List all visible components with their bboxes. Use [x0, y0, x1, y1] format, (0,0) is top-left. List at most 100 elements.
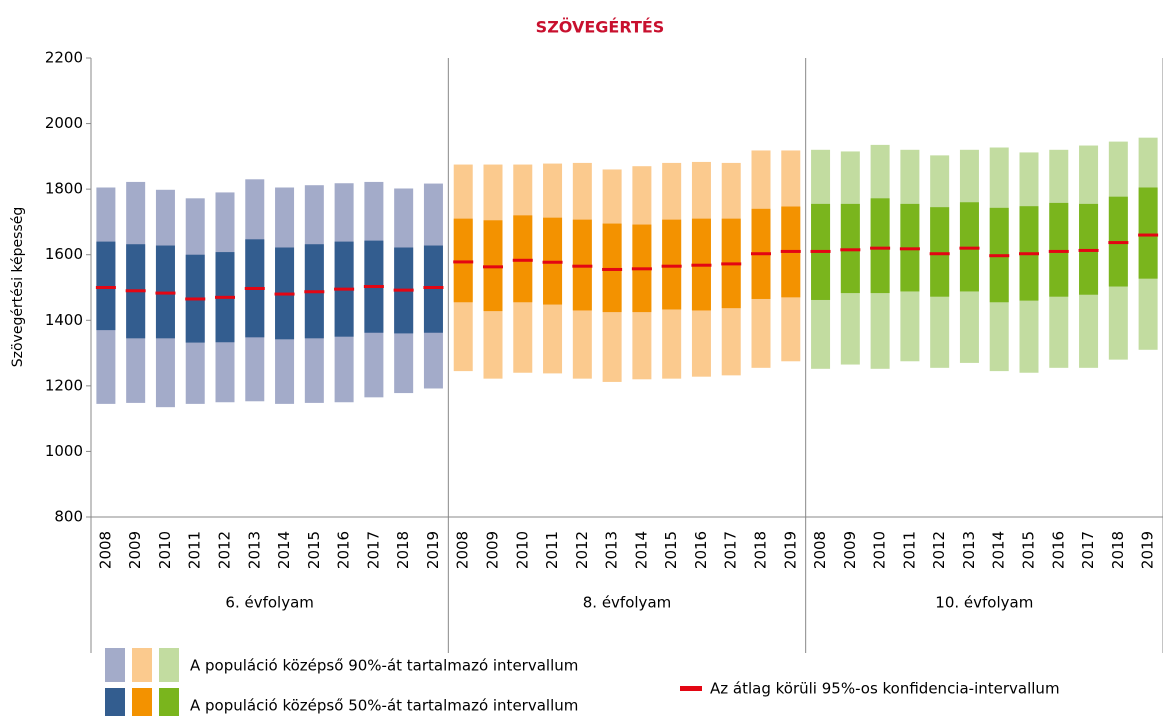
mean	[274, 292, 295, 296]
y-axis-label: Szövegértési képesség	[10, 207, 26, 368]
mean	[1078, 248, 1099, 252]
x-tick-label: 2019	[781, 531, 799, 569]
x-tick-label: 2009	[126, 531, 144, 569]
x-tick-label: 2008	[96, 531, 114, 569]
range-50	[423, 245, 443, 333]
x-tick-label: 2018	[1109, 531, 1127, 569]
mean	[751, 252, 771, 256]
x-tick-label: 2018	[752, 531, 770, 569]
x-tick-label: 2011	[900, 531, 918, 569]
legend-swatch	[159, 688, 179, 716]
x-tick-label: 2016	[692, 531, 710, 569]
y-tick-label: 1800	[45, 180, 83, 198]
mean	[363, 285, 384, 289]
legend-swatch	[105, 688, 125, 716]
x-tick-label: 2010	[156, 531, 174, 569]
mean	[304, 290, 325, 294]
x-tick-label: 2014	[275, 531, 293, 569]
x-tick-label: 2014	[990, 531, 1008, 569]
mean	[1138, 233, 1159, 237]
x-tick-label: 2012	[573, 531, 591, 569]
x-tick-label: 2016	[1049, 531, 1067, 569]
x-tick-label: 2015	[662, 531, 680, 569]
mean	[125, 289, 146, 293]
y-tick-label: 1200	[45, 376, 83, 394]
range-50	[930, 207, 950, 297]
range-50	[870, 198, 890, 294]
mean	[870, 246, 891, 250]
mean	[483, 265, 503, 269]
x-tick-label: 2009	[841, 531, 859, 569]
range-50	[1049, 202, 1069, 297]
legend-label: A populáció középső 50%-át tartalmazó in…	[190, 697, 578, 715]
range-50	[662, 219, 682, 310]
mean	[453, 260, 474, 264]
y-tick-label: 800	[54, 508, 83, 526]
mean	[929, 252, 950, 256]
mean	[840, 248, 861, 252]
x-tick-label: 2016	[335, 531, 353, 569]
legend-swatch	[105, 648, 125, 682]
x-tick-label: 2019	[1139, 531, 1157, 569]
legend-swatch	[680, 686, 702, 691]
x-tick-label: 2008	[811, 531, 829, 569]
y-tick-label: 1000	[45, 442, 83, 460]
mean	[1019, 252, 1039, 256]
x-tick-label: 2013	[603, 531, 621, 569]
x-tick-label: 2013	[960, 531, 978, 569]
mean	[989, 254, 1010, 258]
mean	[810, 249, 831, 253]
x-tick-label: 2011	[543, 531, 561, 569]
x-tick-label: 2012	[930, 531, 948, 569]
mean	[512, 258, 533, 262]
mean	[721, 262, 742, 266]
range-50	[602, 223, 622, 313]
mean	[602, 267, 623, 271]
mean	[334, 287, 355, 291]
x-tick-label: 2009	[484, 531, 502, 569]
mean	[899, 247, 920, 251]
legend-label: A populáció középső 90%-át tartalmazó in…	[190, 657, 578, 675]
x-tick-label: 2010	[871, 531, 889, 569]
y-tick-label: 1600	[45, 245, 83, 263]
mean	[542, 260, 563, 264]
x-tick-label: 2011	[186, 531, 204, 569]
y-tick-label: 2000	[45, 114, 83, 132]
legend-swatch	[132, 648, 152, 682]
x-tick-label: 2015	[305, 531, 323, 569]
legend-label: Az átlag körüli 95%-os konfidencia-inter…	[710, 680, 1060, 698]
x-tick-label: 2017	[1079, 531, 1097, 569]
x-tick-label: 2017	[364, 531, 382, 569]
x-tick-label: 2018	[394, 531, 412, 569]
mean	[1048, 249, 1069, 253]
mean	[959, 246, 980, 250]
x-tick-label: 2012	[216, 531, 234, 569]
x-tick-label: 2013	[245, 531, 263, 569]
mean	[1108, 241, 1129, 245]
mean	[423, 286, 444, 289]
y-tick-label: 2200	[45, 49, 83, 67]
group-label: 6. évfolyam	[225, 594, 314, 612]
mean	[215, 295, 235, 299]
mean	[95, 286, 116, 289]
range-50	[1138, 187, 1158, 279]
legend-swatch	[132, 688, 152, 716]
mean	[780, 249, 801, 253]
x-tick-label: 2015	[1020, 531, 1038, 569]
mean	[691, 263, 712, 267]
mean	[572, 264, 593, 268]
x-tick-label: 2008	[454, 531, 472, 569]
legend-swatch	[159, 648, 179, 682]
mean	[393, 288, 414, 292]
mean	[244, 286, 265, 290]
group-label: 10. évfolyam	[935, 594, 1033, 612]
x-tick-label: 2017	[722, 531, 740, 569]
mean	[631, 267, 652, 271]
chart-title: SZÖVEGÉRTÉS	[536, 18, 665, 37]
group-label: 8. évfolyam	[583, 594, 672, 612]
range-50	[96, 241, 116, 331]
mean	[661, 264, 682, 268]
x-tick-label: 2010	[513, 531, 531, 569]
x-tick-label: 2014	[632, 531, 650, 569]
